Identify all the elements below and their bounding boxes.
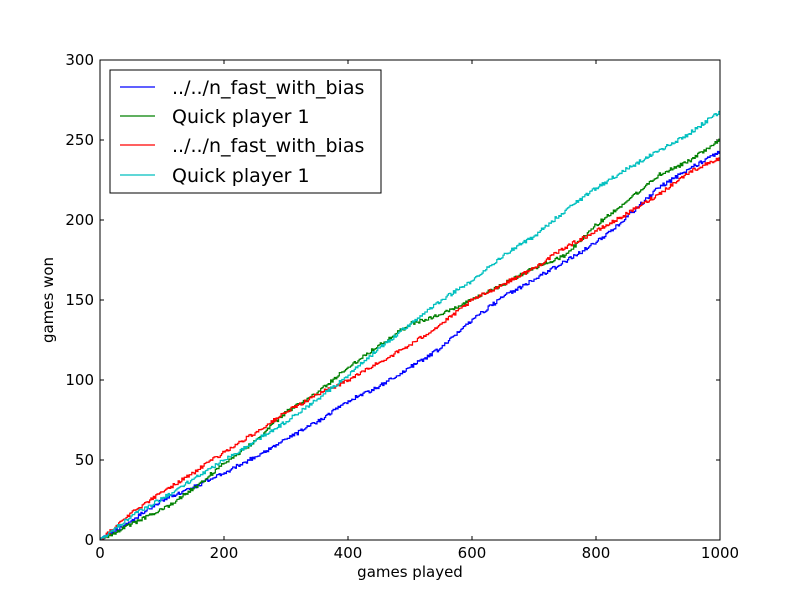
y-axis-label: games won bbox=[39, 257, 57, 343]
legend-label-series-3: ../../n_fast_with_bias bbox=[172, 135, 364, 157]
axis-tick-labels: 0 200 400 600 800 1000 0 50 100 150 200 250 300 bbox=[65, 51, 739, 562]
legend-label-series-4: Quick player 1 bbox=[172, 165, 310, 187]
legend: ../../n_fast_with_bias Quick player 1 ..… bbox=[109, 69, 382, 194]
series-line-4 bbox=[100, 110, 720, 540]
y-tick-label: 50 bbox=[75, 451, 94, 469]
y-tick-label: 200 bbox=[65, 211, 94, 229]
x-tick-label: 600 bbox=[458, 544, 487, 562]
x-axis-label: games played bbox=[357, 563, 463, 581]
y-tick-label: 250 bbox=[65, 131, 94, 149]
legend-label-series-1: ../../n_fast_with_bias bbox=[172, 77, 364, 99]
y-tick-label: 300 bbox=[65, 51, 94, 69]
plot-frame bbox=[99, 59, 721, 541]
x-tick-label: 800 bbox=[582, 544, 611, 562]
y-tick-label: 100 bbox=[65, 371, 94, 389]
x-tick-label: 400 bbox=[334, 544, 363, 562]
y-tick-label: 150 bbox=[65, 291, 94, 309]
y-tick-label: 0 bbox=[84, 531, 94, 549]
x-tick-label: 0 bbox=[95, 544, 105, 562]
legend-box bbox=[109, 69, 382, 194]
series-line-3 bbox=[100, 157, 720, 540]
legend-label-series-2: Quick player 1 bbox=[172, 106, 310, 128]
x-tick-label: 1000 bbox=[701, 544, 739, 562]
x-tick-label: 200 bbox=[210, 544, 239, 562]
series-lines bbox=[100, 110, 720, 540]
